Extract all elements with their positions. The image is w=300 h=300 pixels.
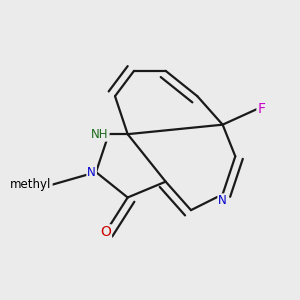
Text: NH: NH (91, 128, 109, 141)
Text: methyl: methyl (10, 178, 52, 191)
Text: F: F (257, 102, 266, 116)
Text: N: N (218, 194, 227, 207)
Text: N: N (87, 166, 96, 179)
Text: O: O (100, 225, 111, 239)
